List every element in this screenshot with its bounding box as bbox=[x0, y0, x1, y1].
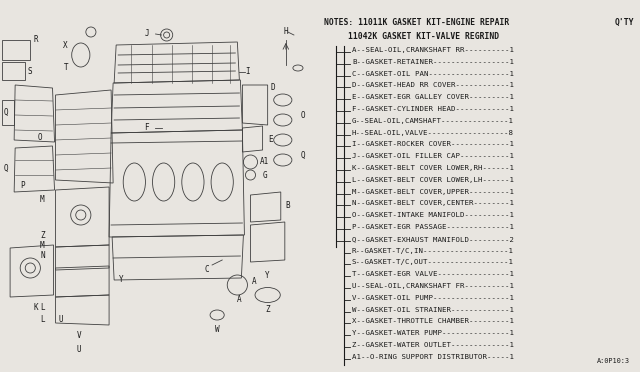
Text: I--GASKET-ROCKER COVER-------------1: I--GASKET-ROCKER COVER-------------1 bbox=[352, 141, 514, 147]
Text: E: E bbox=[268, 135, 273, 144]
Text: S: S bbox=[28, 67, 33, 77]
Text: Y: Y bbox=[119, 276, 124, 285]
Text: Z: Z bbox=[266, 305, 270, 314]
Text: W--GASKET-OIL STRAINER-------------1: W--GASKET-OIL STRAINER-------------1 bbox=[352, 307, 514, 312]
Text: F--GASKET-CYLINDER HEAD------------1: F--GASKET-CYLINDER HEAD------------1 bbox=[352, 106, 514, 112]
Text: U--SEAL-OIL,CRANKSHAFT FR----------1: U--SEAL-OIL,CRANKSHAFT FR----------1 bbox=[352, 283, 514, 289]
Text: G--SEAL-OIL,CAMSHAFT---------------1: G--SEAL-OIL,CAMSHAFT---------------1 bbox=[352, 118, 514, 124]
Text: V--GASKET-OIL PUMP-----------------1: V--GASKET-OIL PUMP-----------------1 bbox=[352, 295, 514, 301]
Text: Q: Q bbox=[4, 164, 8, 173]
Text: B--GASKET-RETAINER-----------------1: B--GASKET-RETAINER-----------------1 bbox=[352, 59, 514, 65]
Text: A:0P10:3: A:0P10:3 bbox=[597, 358, 630, 364]
Text: W: W bbox=[215, 326, 220, 334]
Text: Q'TY: Q'TY bbox=[614, 18, 634, 27]
Text: S--GASKET-T/C,OUT------------------1: S--GASKET-T/C,OUT------------------1 bbox=[352, 259, 514, 265]
Text: H: H bbox=[284, 28, 288, 36]
Text: J--GASKET-OIL FILLER CAP-----------1: J--GASKET-OIL FILLER CAP-----------1 bbox=[352, 153, 514, 159]
Text: R--GASKET-T/C,IN-------------------1: R--GASKET-T/C,IN-------------------1 bbox=[352, 248, 514, 254]
Text: L: L bbox=[40, 302, 45, 311]
Text: X: X bbox=[63, 41, 68, 49]
Text: N--GASKET-BELT COVER,CENTER--------1: N--GASKET-BELT COVER,CENTER--------1 bbox=[352, 201, 514, 206]
Text: L--GASKET-BELT COVER LOWER,LH------1: L--GASKET-BELT COVER LOWER,LH------1 bbox=[352, 177, 514, 183]
Text: Z: Z bbox=[40, 231, 45, 240]
Text: A1: A1 bbox=[260, 157, 269, 167]
Text: T: T bbox=[65, 64, 69, 73]
Text: V: V bbox=[76, 330, 81, 340]
Text: N: N bbox=[40, 250, 45, 260]
Text: T--GASKET-EGR VALVE----------------1: T--GASKET-EGR VALVE----------------1 bbox=[352, 271, 514, 277]
Text: H--SEAL-OIL,VALVE------------------8: H--SEAL-OIL,VALVE------------------8 bbox=[352, 129, 514, 136]
Text: Q: Q bbox=[4, 108, 8, 116]
Text: Y--GASKET-WATER PUMP---------------1: Y--GASKET-WATER PUMP---------------1 bbox=[352, 330, 514, 336]
Text: NOTES: 11011K GASKET KIT-ENGINE REPAIR: NOTES: 11011K GASKET KIT-ENGINE REPAIR bbox=[324, 18, 509, 27]
Text: C: C bbox=[205, 266, 209, 275]
Text: 11042K GASKET KIT-VALVE REGRIND: 11042K GASKET KIT-VALVE REGRIND bbox=[348, 32, 499, 41]
Text: U: U bbox=[58, 315, 63, 324]
Text: A1--O-RING SUPPORT DISTRIBUTOR-----1: A1--O-RING SUPPORT DISTRIBUTOR-----1 bbox=[352, 354, 514, 360]
Text: D--GASKET-HEAD RR COVER------------1: D--GASKET-HEAD RR COVER------------1 bbox=[352, 83, 514, 89]
Text: O--GASKET-INTAKE MANIFOLD----------1: O--GASKET-INTAKE MANIFOLD----------1 bbox=[352, 212, 514, 218]
Text: O: O bbox=[38, 134, 43, 142]
Text: E--GASKET-EGR GALLEY COVER---------1: E--GASKET-EGR GALLEY COVER---------1 bbox=[352, 94, 514, 100]
Text: P--GASKET-EGR PASSAGE--------------1: P--GASKET-EGR PASSAGE--------------1 bbox=[352, 224, 514, 230]
Text: I: I bbox=[245, 67, 250, 77]
Text: J: J bbox=[145, 29, 150, 38]
Text: R: R bbox=[33, 35, 38, 45]
Text: U: U bbox=[76, 346, 81, 355]
Text: X--GASKET-THROTTLE CHAMBER---------1: X--GASKET-THROTTLE CHAMBER---------1 bbox=[352, 318, 514, 324]
Text: A: A bbox=[237, 295, 242, 305]
Text: Q: Q bbox=[301, 151, 305, 160]
Text: D: D bbox=[270, 83, 275, 93]
Text: G: G bbox=[262, 170, 267, 180]
Text: Y: Y bbox=[266, 270, 270, 279]
Text: M--GASKET-BELT COVER,UPPER---------1: M--GASKET-BELT COVER,UPPER---------1 bbox=[352, 189, 514, 195]
Text: Z--GASKET-WATER OUTLET-------------1: Z--GASKET-WATER OUTLET-------------1 bbox=[352, 342, 514, 348]
Text: F: F bbox=[144, 124, 148, 132]
Text: P: P bbox=[20, 180, 24, 189]
Text: B: B bbox=[285, 201, 290, 209]
Text: K--GASKET-BELT COVER LOWER,RH------1: K--GASKET-BELT COVER LOWER,RH------1 bbox=[352, 165, 514, 171]
Text: L: L bbox=[40, 315, 45, 324]
Text: K: K bbox=[33, 302, 38, 311]
Text: O: O bbox=[301, 110, 305, 119]
Text: M: M bbox=[40, 196, 45, 205]
Text: A--SEAL-OIL,CRANKSHAFT RR----------1: A--SEAL-OIL,CRANKSHAFT RR----------1 bbox=[352, 47, 514, 53]
Text: A: A bbox=[252, 278, 257, 286]
Text: C--GASKET-OIL PAN------------------1: C--GASKET-OIL PAN------------------1 bbox=[352, 71, 514, 77]
Text: Q--GASKET-EXHAUST MANIFOLD---------2: Q--GASKET-EXHAUST MANIFOLD---------2 bbox=[352, 236, 514, 242]
Text: M: M bbox=[40, 241, 45, 250]
